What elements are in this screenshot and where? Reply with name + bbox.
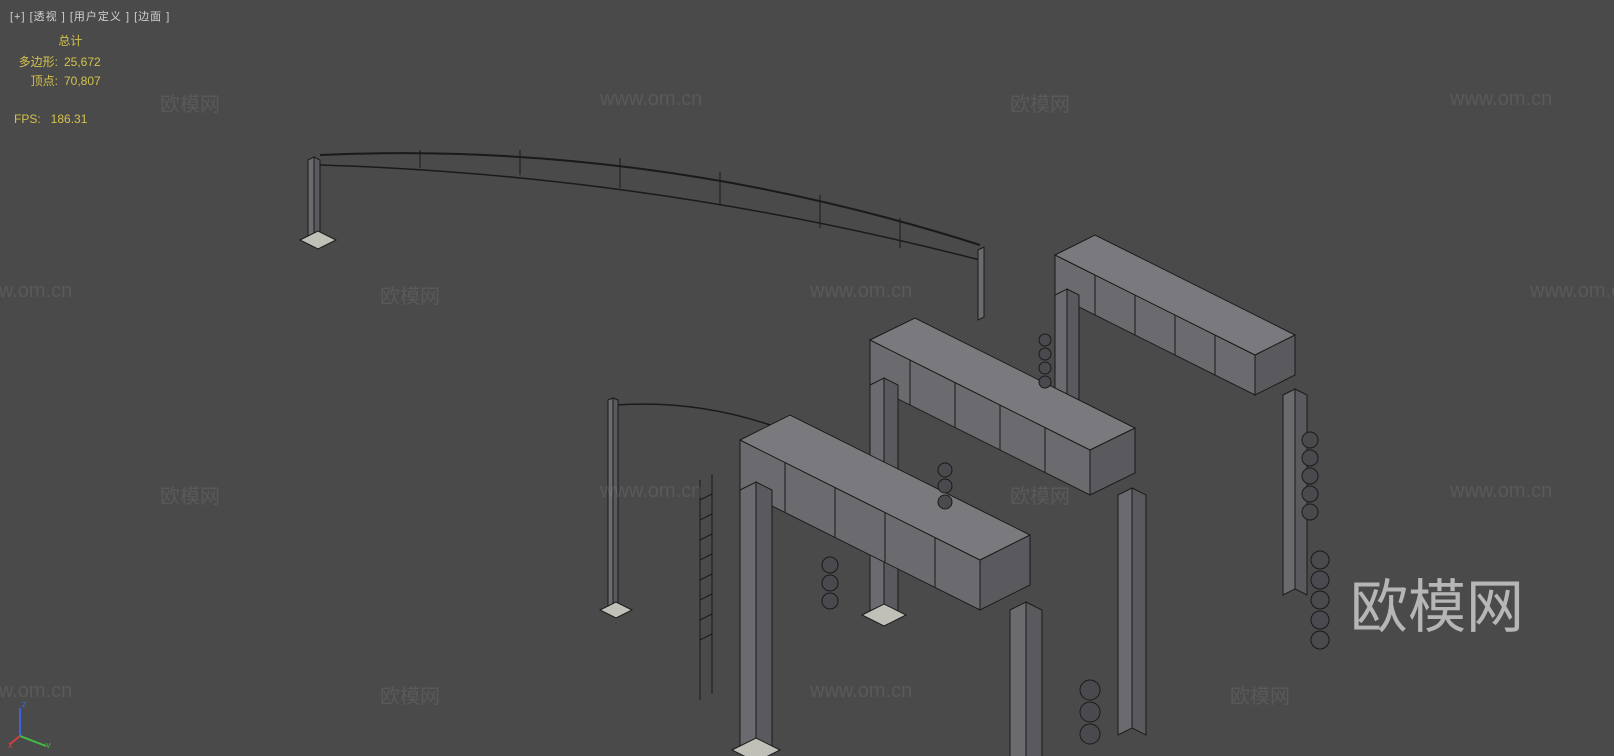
watermark-url: www.om.cn	[600, 480, 702, 503]
viewport-user[interactable]: [用户定义 ]	[70, 11, 130, 23]
viewport-mode[interactable]: [透视 ]	[30, 11, 66, 23]
fps-value: 186.31	[51, 110, 88, 129]
watermark-cn: 欧模网	[160, 88, 220, 117]
watermark-url: www.om.cn	[1530, 280, 1614, 303]
watermark-url: www.om.cn	[600, 88, 702, 111]
watermark-cn: 欧模网	[380, 680, 440, 709]
stats-header: 总计	[40, 32, 101, 51]
axis-x-label: x	[8, 740, 13, 748]
watermark-cn: 欧模网	[160, 480, 220, 509]
viewport-plus[interactable]: [+]	[10, 11, 26, 23]
watermark-cn: 欧模网	[380, 280, 440, 309]
watermark-url: www.om.cn	[1450, 88, 1552, 111]
viewport-label[interactable]: [+] [透视 ] [用户定义 ] [边面 ]	[10, 8, 170, 24]
axis-y-label: y	[46, 740, 51, 748]
watermark-url: www.om.cn	[0, 280, 72, 303]
poly-label: 多边形:	[14, 53, 58, 72]
watermark-url: www.om.cn	[810, 680, 912, 703]
watermark-url: www.om.cn	[810, 280, 912, 303]
stats-panel: 总计 多边形: 25,672 顶点: 70,807 FPS: 186.31	[14, 32, 101, 129]
watermark-url: www.om.cn	[1450, 480, 1552, 503]
viewport-shading[interactable]: [边面 ]	[134, 11, 170, 23]
watermark-cn: 欧模网	[1230, 680, 1290, 709]
axis-gizmo[interactable]: z y x	[8, 698, 58, 748]
watermark-large: 欧模网	[1350, 560, 1524, 644]
poly-value: 25,672	[64, 53, 101, 72]
vert-label: 顶点:	[14, 72, 58, 91]
fps-label: FPS:	[14, 110, 41, 129]
viewport-canvas[interactable]	[0, 0, 1614, 756]
watermark-cn: 欧模网	[1010, 88, 1070, 117]
vert-value: 70,807	[64, 72, 101, 91]
axis-z-label: z	[22, 699, 27, 709]
watermark-cn: 欧模网	[1010, 480, 1070, 509]
